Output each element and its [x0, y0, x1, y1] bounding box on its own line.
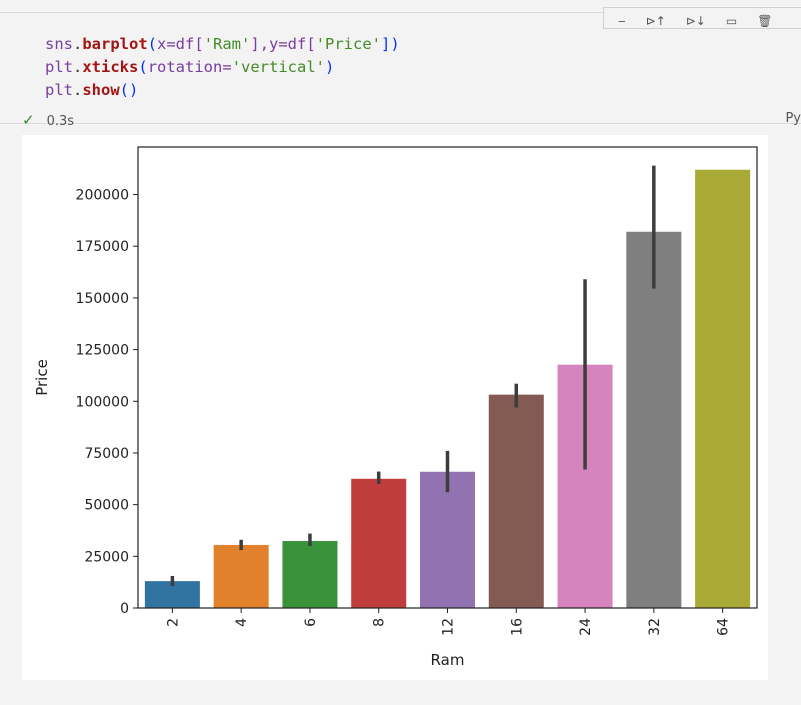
x-tick-label: 12 — [441, 618, 457, 636]
bar-64 — [695, 169, 751, 608]
run-above-icon[interactable]: ⊳↑ — [645, 14, 666, 28]
code-token: show — [82, 81, 120, 99]
code-token: . — [73, 35, 83, 53]
bar-32 — [626, 231, 682, 608]
collapse-icon[interactable]: ‒ — [618, 14, 626, 28]
y-axis-label: Price — [33, 359, 51, 396]
code-token: . — [73, 58, 83, 76]
code-token: sns — [45, 35, 73, 53]
code-token: barplot — [82, 35, 148, 53]
x-tick-label: 24 — [578, 618, 594, 636]
bar-8 — [351, 478, 407, 608]
code-token: . — [73, 81, 83, 99]
y-tick-label: 175000 — [76, 239, 129, 255]
x-tick-label: 4 — [234, 618, 250, 627]
split-cell-icon[interactable]: ▭ — [725, 14, 738, 28]
code-token: () — [119, 81, 139, 99]
bar-16 — [488, 394, 544, 608]
code-token: ],y=df[ — [250, 35, 316, 53]
code-token: ( — [138, 58, 148, 76]
run-below-icon[interactable]: ⊳↓ — [685, 14, 706, 28]
code-line: plt.show() — [45, 79, 400, 102]
code-token: 'Price' — [315, 35, 382, 53]
y-tick-label: 200000 — [76, 188, 129, 204]
code-cell[interactable]: ‒ ⊳↑ ⊳↓ ▭ 🗑 sns.barplot(x=df['Ram'],y=df… — [0, 7, 801, 129]
code-token: ( — [147, 35, 158, 53]
bar-chart: 2 4 6 8 12 16 24 32 6402500050000750001000001250… — [33, 146, 758, 669]
code-token: plt — [45, 58, 73, 76]
execution-status: ✓ 0.3s — [22, 111, 74, 129]
code-token: ) — [325, 58, 335, 76]
code-token: ]) — [381, 35, 400, 53]
cell-toolbar: ‒ ⊳↑ ⊳↓ ▭ 🗑 — [603, 7, 801, 29]
x-tick-label: 2 — [165, 618, 181, 627]
bar-6 — [282, 541, 338, 608]
code-editor[interactable]: sns.barplot(x=df['Ram'],y=df['Price']) pl… — [45, 33, 400, 102]
y-tick-label: 100000 — [76, 394, 129, 410]
check-icon: ✓ — [22, 111, 35, 129]
x-tick-label: 8 — [372, 618, 388, 627]
y-tick-label: 50000 — [84, 498, 129, 514]
plot-frame — [137, 146, 758, 609]
bar-4 — [213, 544, 269, 608]
code-token: 'vertical' — [231, 58, 326, 76]
y-tick-label: 25000 — [84, 549, 129, 565]
code-token: 'Ram' — [203, 35, 251, 53]
cell-output: 2 4 6 8 12 16 24 32 64 0 25000 50000 75000 100000 1250… — [22, 135, 768, 680]
code-token: xticks — [82, 58, 139, 76]
code-token: plt — [45, 81, 73, 99]
x-tick-label: 6 — [303, 618, 319, 627]
y-tick-label: 75000 — [84, 446, 129, 462]
x-tick-label: 64 — [716, 618, 732, 636]
x-tick-label: 16 — [509, 618, 525, 636]
code-token: x=df[ — [157, 35, 204, 53]
code-token: rotation= — [147, 58, 232, 76]
kernel-language[interactable]: Py — [785, 111, 801, 126]
duration: 0.3s — [46, 114, 75, 129]
y-tick-label: 0 — [120, 601, 129, 617]
x-axis-label: Ram — [431, 651, 465, 669]
delete-icon[interactable]: 🗑 — [757, 14, 773, 28]
code-line: sns.barplot(x=df['Ram'],y=df['Price']) — [45, 33, 400, 56]
y-tick-label: 125000 — [76, 343, 129, 359]
bar-12 — [419, 471, 476, 608]
x-tick-label: 32 — [647, 618, 663, 636]
code-line: plt.xticks(rotation='vertical') — [45, 56, 400, 79]
y-tick-label: 150000 — [76, 291, 129, 307]
